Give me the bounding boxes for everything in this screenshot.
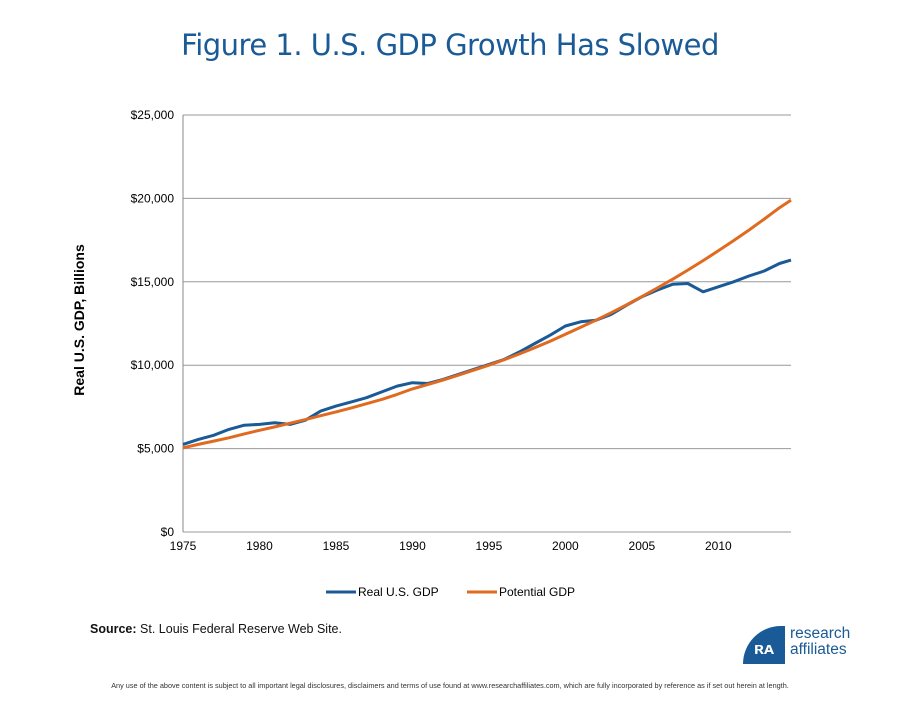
y-tick-label: $5,000 (137, 442, 174, 456)
legend-label: Real U.S. GDP (358, 585, 439, 599)
logo-line2: affiliates (790, 641, 847, 658)
disclaimer: Any use of the above content is subject … (111, 681, 789, 690)
x-tick-label: 1975 (170, 539, 197, 553)
y-tick-label: $25,000 (131, 108, 175, 122)
y-tick-label: $10,000 (131, 358, 175, 372)
x-tick-label: 1995 (476, 539, 503, 553)
y-tick-label: $0 (161, 525, 175, 539)
x-tick-label: 2010 (705, 539, 732, 553)
x-tick-label: 1985 (323, 539, 350, 553)
logo-mark-icon: ʀᴀ (743, 626, 785, 664)
source-label: Source: (90, 622, 137, 636)
series-line-real-gdp (182, 258, 792, 446)
source-text: St. Louis Federal Reserve Web Site. (140, 622, 342, 636)
source-note: Source: St. Louis Federal Reserve Web Si… (90, 622, 342, 636)
x-tick-label: 1990 (399, 539, 426, 553)
y-tick-label: $15,000 (131, 275, 175, 289)
y-tick-label: $20,000 (131, 191, 175, 205)
x-tick-label: 2000 (552, 539, 579, 553)
chart-title: Figure 1. U.S. GDP Growth Has Slowed (181, 28, 719, 62)
x-tick-label: 2005 (629, 539, 656, 553)
research-affiliates-logo: ʀᴀ research affiliates (743, 626, 871, 664)
legend-label: Potential GDP (499, 585, 575, 599)
x-tick-label: 1980 (246, 539, 273, 553)
y-axis-label: Real U.S. GDP, Billions (71, 244, 87, 396)
series-line-potential-gdp (182, 198, 792, 450)
logo-line1: research (790, 625, 851, 642)
